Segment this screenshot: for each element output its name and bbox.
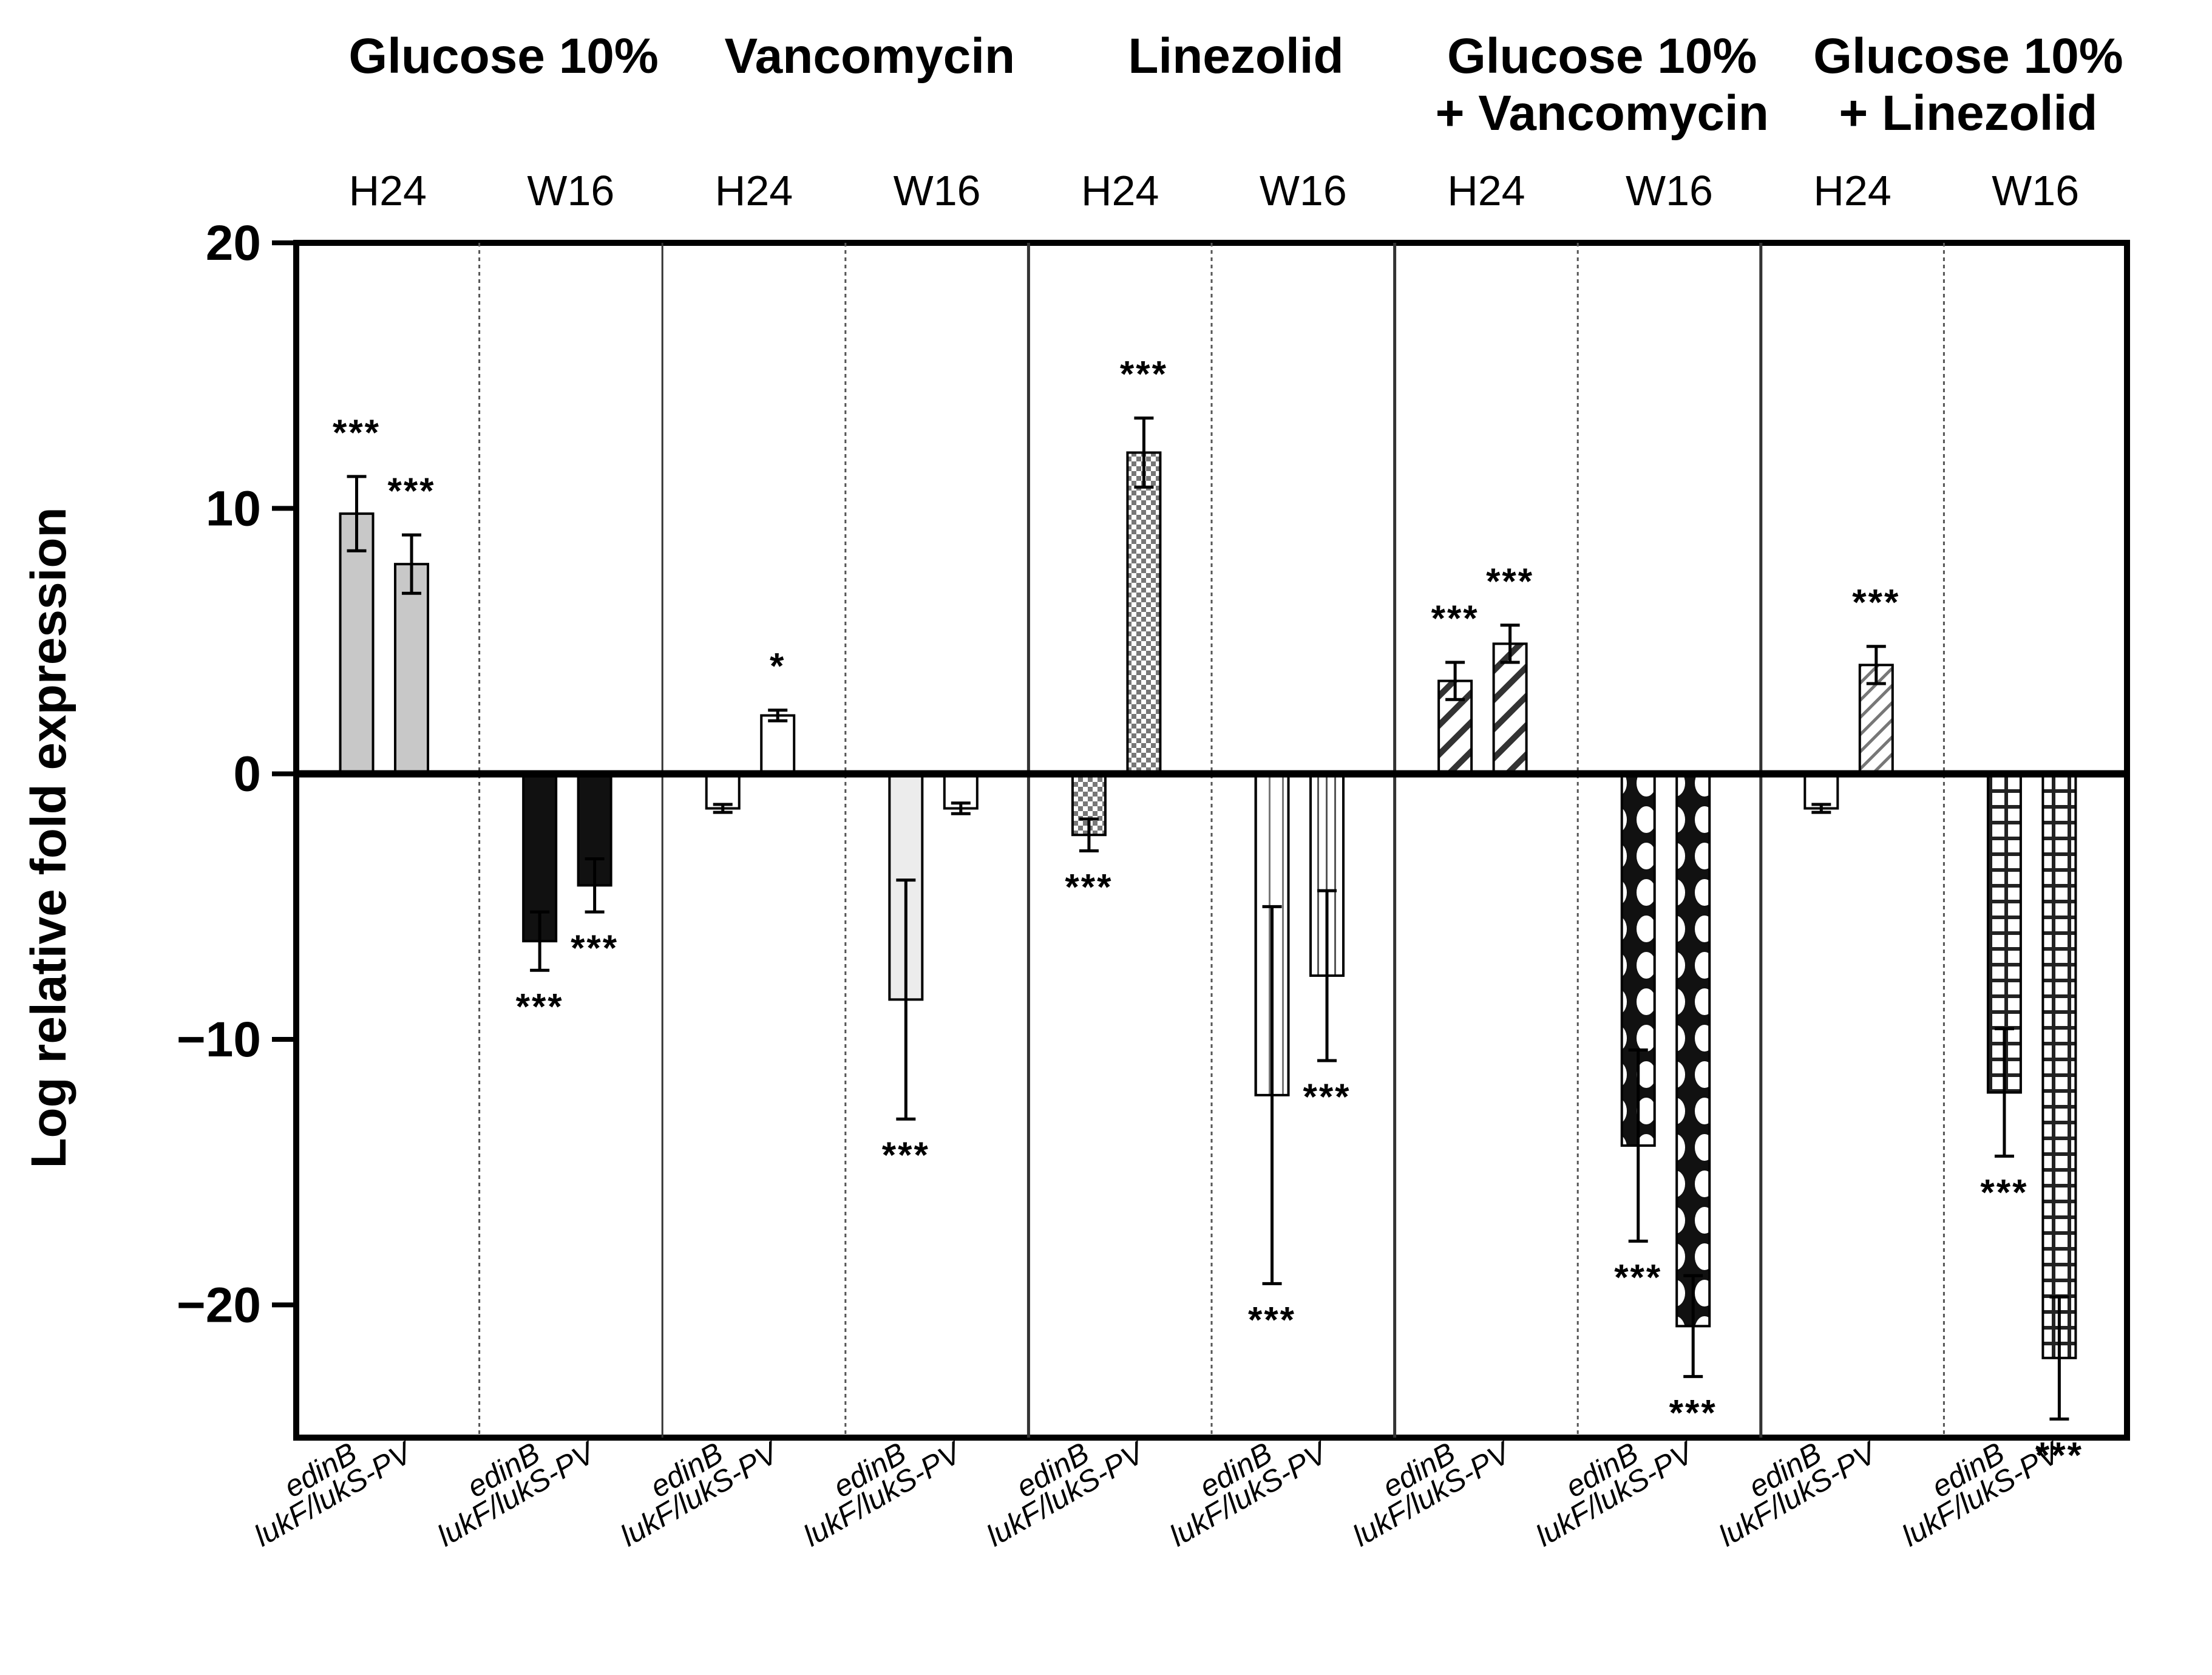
significance-marker: *** [1852, 582, 1900, 623]
condition-title: Glucose 10% [1813, 29, 2123, 84]
significance-marker: *** [1486, 561, 1534, 602]
timepoint-label: W16 [894, 167, 981, 214]
y-tick-label: −10 [177, 1012, 261, 1067]
timepoint-label: W16 [1260, 167, 1347, 214]
significance-marker: *** [516, 986, 564, 1027]
bars-layer [296, 416, 2127, 1421]
significance-marker: *** [2035, 1435, 2083, 1475]
bar [339, 512, 375, 775]
bar [1126, 451, 1162, 775]
significance-marker: *** [1431, 598, 1479, 639]
timepoint-label: W16 [1992, 167, 2079, 214]
condition-title: Vancomycin [725, 29, 1016, 84]
condition-title: Linezolid [1128, 29, 1343, 84]
timepoint-label: H24 [715, 167, 793, 214]
bar [705, 772, 741, 810]
y-axis-label: Log relative fold expression [21, 507, 76, 1168]
y-tick-label: −20 [177, 1277, 261, 1333]
y-tick-label: 0 [233, 747, 261, 802]
condition-title: + Linezolid [1839, 86, 2097, 141]
significance-marker: *** [1614, 1257, 1662, 1297]
bar [1675, 772, 1711, 1328]
significance-marker: *** [1303, 1076, 1351, 1117]
timepoint-label: W16 [1626, 167, 1713, 214]
significance-marker: * [770, 646, 785, 687]
condition-title: + Vancomycin [1436, 86, 1769, 141]
significance-marker: *** [1980, 1172, 2028, 1212]
condition-title: Glucose 10% [1447, 29, 1757, 84]
y-tick-label: 20 [206, 216, 261, 271]
timepoint-label: W16 [527, 167, 614, 214]
significance-marker: *** [1669, 1392, 1717, 1433]
timepoint-label: H24 [1447, 167, 1525, 214]
y-tick-label: 10 [206, 481, 261, 536]
significance-marker: *** [1065, 866, 1113, 907]
significance-marker: *** [387, 471, 435, 511]
timepoint-label: H24 [1813, 167, 1891, 214]
timepoint-label: H24 [349, 167, 427, 214]
significance-marker: *** [882, 1135, 930, 1175]
significance-marker: *** [571, 928, 619, 968]
significance-marker: *** [1248, 1299, 1296, 1340]
bar [760, 714, 796, 775]
timepoint-label: H24 [1081, 167, 1159, 214]
plot-frame [272, 240, 2130, 1441]
significance-marker: *** [1120, 354, 1168, 395]
significance-marker: *** [333, 412, 381, 453]
bar [2041, 772, 2077, 1359]
condition-title: Glucose 10% [348, 29, 658, 84]
bar [394, 563, 430, 775]
